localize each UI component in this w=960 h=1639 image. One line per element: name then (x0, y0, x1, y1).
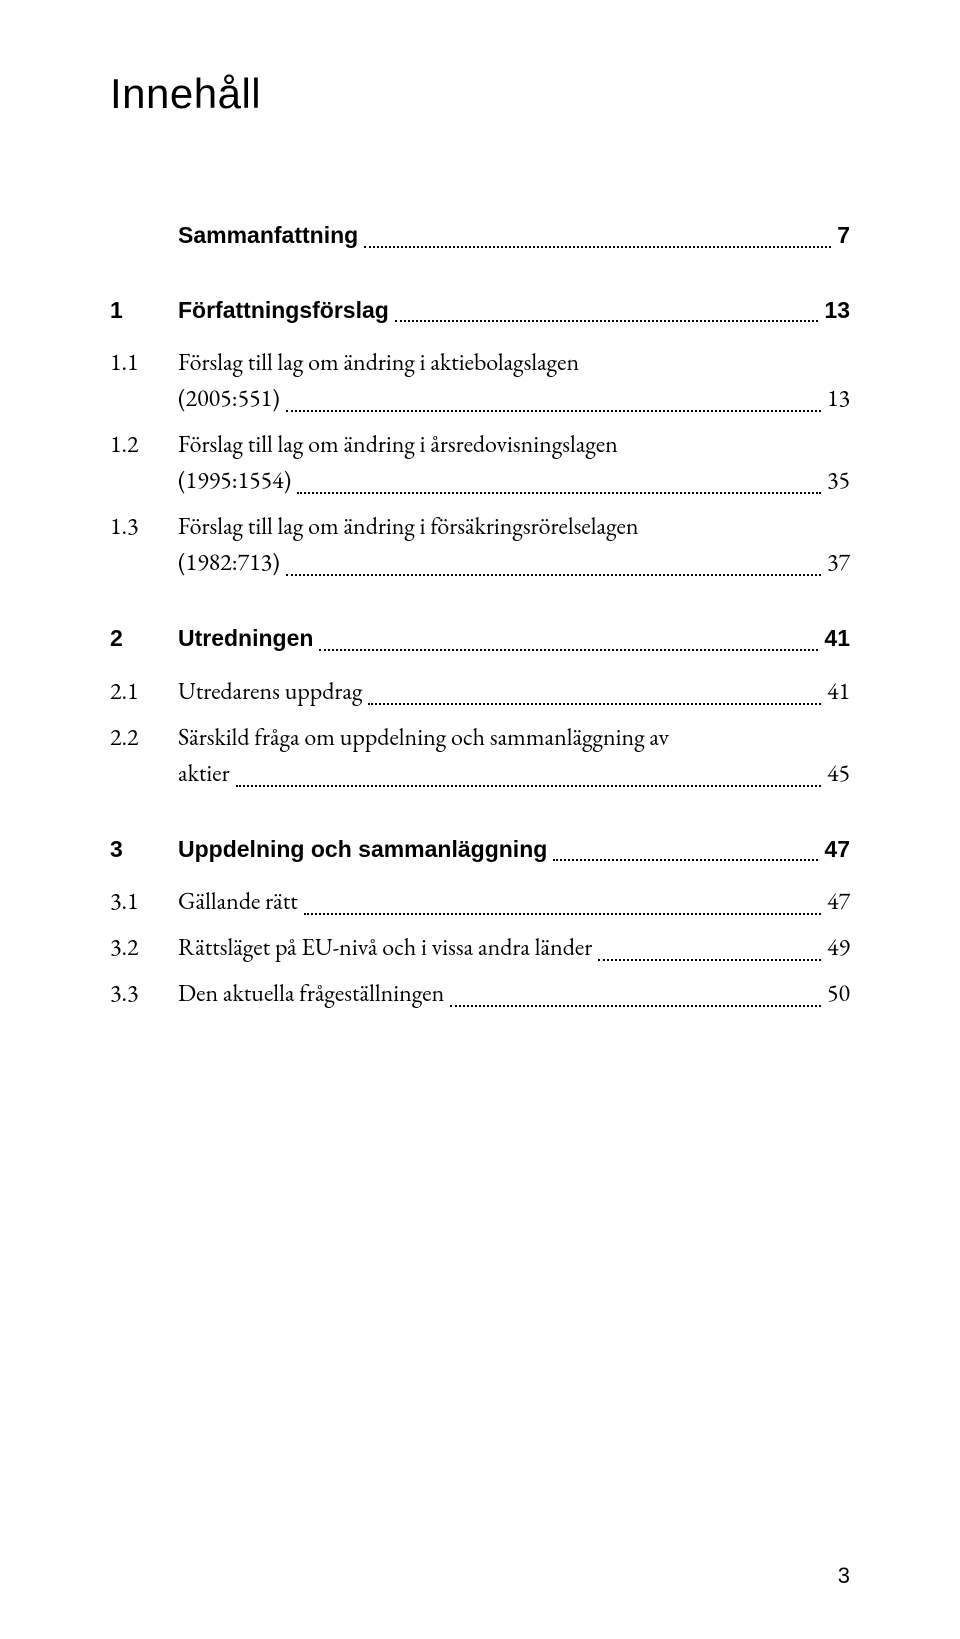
toc-page: 13 (827, 381, 850, 417)
toc-page: 41 (824, 621, 850, 656)
toc-label-text: (2005:551) (178, 381, 280, 417)
toc-label: Utredarens uppdrag 41 (178, 674, 850, 710)
toc-number: 3 (110, 832, 178, 867)
toc-page: 49 (827, 930, 850, 966)
toc-page: 37 (827, 545, 850, 581)
toc-entry: 3.1Gällande rätt 47 (110, 884, 850, 920)
toc-leader-dots (236, 785, 821, 787)
toc-label-last-line: Den aktuella frågeställningen 50 (178, 976, 850, 1012)
toc-label: Uppdelning och sammanläggning 47 (178, 832, 850, 867)
toc-section: 1Författningsförslag 13 (110, 293, 850, 328)
toc-page: 47 (827, 884, 850, 920)
toc-entry: 3.2Rättsläget på EU-nivå och i vissa and… (110, 930, 850, 966)
toc-label-line: Förslag till lag om ändring i försäkring… (178, 509, 850, 545)
toc-leader-dots (450, 1005, 821, 1007)
toc-label-text: Sammanfattning (178, 218, 358, 253)
toc-entry: 1.3Förslag till lag om ändring i försäkr… (110, 509, 850, 581)
toc-number: 1 (110, 293, 178, 328)
toc-leader-dots (553, 859, 818, 861)
toc-label-last-line: aktier 45 (178, 756, 850, 792)
toc-label: Sammanfattning 7 (178, 218, 850, 253)
toc-page: 45 (827, 756, 850, 792)
toc-label-text: Utredarens uppdrag (178, 674, 362, 710)
toc-label-last-line: (1982:713) 37 (178, 545, 850, 581)
toc-leader-dots (286, 574, 821, 576)
toc-entry: 1.1Förslag till lag om ändring i aktiebo… (110, 345, 850, 417)
toc-label-line: Förslag till lag om ändring i aktiebolag… (178, 345, 850, 381)
toc-label-text: Författningsförslag (178, 293, 389, 328)
toc-number: 2 (110, 621, 178, 656)
toc-page: 7 (837, 218, 850, 253)
toc-label: Förslag till lag om ändring i årsredovis… (178, 427, 850, 499)
toc-label-text: Gällande rätt (178, 884, 298, 920)
toc-label-text: (1995:1554) (178, 463, 291, 499)
toc-number: 2.1 (110, 674, 178, 710)
toc-number: 1.1 (110, 345, 178, 381)
toc-number: 3.1 (110, 884, 178, 920)
toc-page: 35 (827, 463, 850, 499)
table-of-contents: Sammanfattning71Författningsförslag131.1… (110, 218, 850, 1012)
toc-page: 47 (824, 832, 850, 867)
toc-page: 41 (827, 674, 850, 710)
toc-label-text: Utredningen (178, 621, 313, 656)
toc-label: Gällande rätt 47 (178, 884, 850, 920)
toc-label-last-line: (2005:551) 13 (178, 381, 850, 417)
toc-entry: 2.1Utredarens uppdrag 41 (110, 674, 850, 710)
toc-section: 2Utredningen 41 (110, 621, 850, 656)
toc-label-text: Rättsläget på EU-nivå och i vissa andra … (178, 930, 592, 966)
toc-label-last-line: Sammanfattning 7 (178, 218, 850, 253)
toc-label: Förslag till lag om ändring i aktiebolag… (178, 345, 850, 417)
page-number: 3 (838, 1563, 850, 1589)
toc-label-text: Uppdelning och sammanläggning (178, 832, 547, 867)
toc-leader-dots (598, 959, 821, 961)
toc-leader-dots (364, 246, 831, 248)
toc-number: 3.2 (110, 930, 178, 966)
toc-label: Särskild fråga om uppdelning och sammanl… (178, 720, 850, 792)
toc-leader-dots (297, 492, 821, 494)
toc-label-line: Förslag till lag om ändring i årsredovis… (178, 427, 850, 463)
toc-label-text: Den aktuella frågeställningen (178, 976, 444, 1012)
toc-entry: 2.2Särskild fråga om uppdelning och samm… (110, 720, 850, 792)
toc-entry: 3.3Den aktuella frågeställningen 50 (110, 976, 850, 1012)
toc-label: Rättsläget på EU-nivå och i vissa andra … (178, 930, 850, 966)
toc-label-last-line: Utredarens uppdrag 41 (178, 674, 850, 710)
toc-leader-dots (286, 410, 821, 412)
toc-label-line: Särskild fråga om uppdelning och sammanl… (178, 720, 850, 756)
toc-label-last-line: (1995:1554) 35 (178, 463, 850, 499)
page-title: Innehåll (110, 70, 850, 118)
toc-label-last-line: Författningsförslag 13 (178, 293, 850, 328)
toc-section: Sammanfattning 7 (110, 218, 850, 253)
toc-label: Utredningen 41 (178, 621, 850, 656)
toc-section: 3Uppdelning och sammanläggning 47 (110, 832, 850, 867)
toc-number: 1.2 (110, 427, 178, 463)
toc-label: Förslag till lag om ändring i försäkring… (178, 509, 850, 581)
toc-number: 1.3 (110, 509, 178, 545)
toc-label-last-line: Rättsläget på EU-nivå och i vissa andra … (178, 930, 850, 966)
toc-label: Den aktuella frågeställningen 50 (178, 976, 850, 1012)
toc-leader-dots (319, 649, 818, 651)
toc-label-last-line: Uppdelning och sammanläggning 47 (178, 832, 850, 867)
toc-label-last-line: Gällande rätt 47 (178, 884, 850, 920)
toc-page: 50 (827, 976, 850, 1012)
toc-leader-dots (395, 320, 819, 322)
toc-number: 3.3 (110, 976, 178, 1012)
toc-leader-dots (368, 703, 821, 705)
toc-label-text: aktier (178, 756, 230, 792)
toc-page: 13 (824, 293, 850, 328)
toc-label-last-line: Utredningen 41 (178, 621, 850, 656)
toc-leader-dots (304, 913, 821, 915)
toc-label-text: (1982:713) (178, 545, 280, 581)
toc-entry: 1.2Förslag till lag om ändring i årsredo… (110, 427, 850, 499)
toc-label: Författningsförslag 13 (178, 293, 850, 328)
toc-number: 2.2 (110, 720, 178, 756)
